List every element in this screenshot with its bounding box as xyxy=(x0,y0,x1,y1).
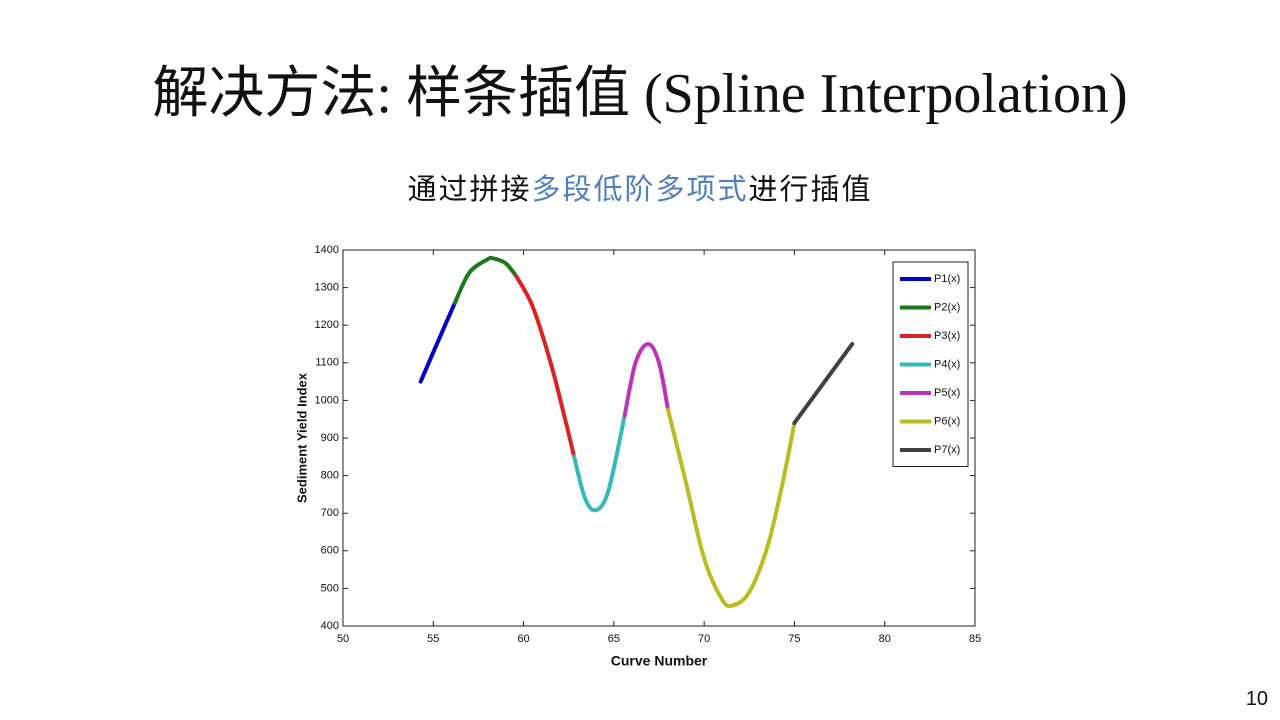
legend-label: P1(x) xyxy=(934,273,960,285)
spline-segment xyxy=(572,413,627,513)
y-tick-label: 800 xyxy=(321,470,339,482)
y-tick-label: 1400 xyxy=(315,244,339,256)
y-tick-label: 900 xyxy=(321,432,339,444)
x-tick-label: 70 xyxy=(698,633,710,645)
legend-label: P7(x) xyxy=(934,444,960,456)
x-tick-label: 85 xyxy=(969,633,981,645)
spline-segment xyxy=(452,255,519,305)
x-axis-label: Curve Number xyxy=(611,653,708,669)
page-number: 10 xyxy=(1245,688,1268,710)
y-axis-label: Sediment Yield Index xyxy=(294,372,309,503)
y-tick-label: 600 xyxy=(321,545,339,557)
legend-label: P4(x) xyxy=(934,358,960,370)
subtitle-highlight: 多段低阶多项式 xyxy=(531,172,749,206)
x-tick-label: 50 xyxy=(337,633,349,645)
subtitle-text: 通过拼接 xyxy=(407,172,532,206)
spline-segment xyxy=(418,300,457,384)
y-tick-label: 500 xyxy=(321,582,339,594)
legend-label: P6(x) xyxy=(934,415,960,427)
spline-segment xyxy=(792,342,855,425)
y-tick-label: 1200 xyxy=(315,319,339,331)
x-tick-label: 65 xyxy=(608,633,620,645)
x-tick-label: 75 xyxy=(788,633,800,645)
x-tick-label: 55 xyxy=(427,633,439,645)
spline-segment xyxy=(514,274,577,459)
y-tick-label: 1100 xyxy=(315,357,339,369)
plot-frame xyxy=(342,249,976,627)
spline-segment xyxy=(622,341,671,418)
slide-title: 解决方法: 样条插值 (Spline Interpolation) xyxy=(152,63,1128,125)
y-tick-label: 1000 xyxy=(315,394,339,406)
y-tick-label: 1300 xyxy=(315,282,339,294)
x-tick-label: 60 xyxy=(517,633,529,645)
subtitle-text: 进行插值 xyxy=(748,172,873,206)
y-tick-label: 400 xyxy=(321,620,339,632)
spline-segment xyxy=(666,407,797,609)
legend-label: P2(x) xyxy=(934,301,960,313)
legend-label: P5(x) xyxy=(934,387,960,399)
x-tick-label: 80 xyxy=(879,633,891,645)
slide-subtitle: 通过拼接多段低阶多项式进行插值 xyxy=(0,166,1280,208)
y-tick-label: 700 xyxy=(321,507,339,519)
legend-label: P3(x) xyxy=(934,330,960,342)
